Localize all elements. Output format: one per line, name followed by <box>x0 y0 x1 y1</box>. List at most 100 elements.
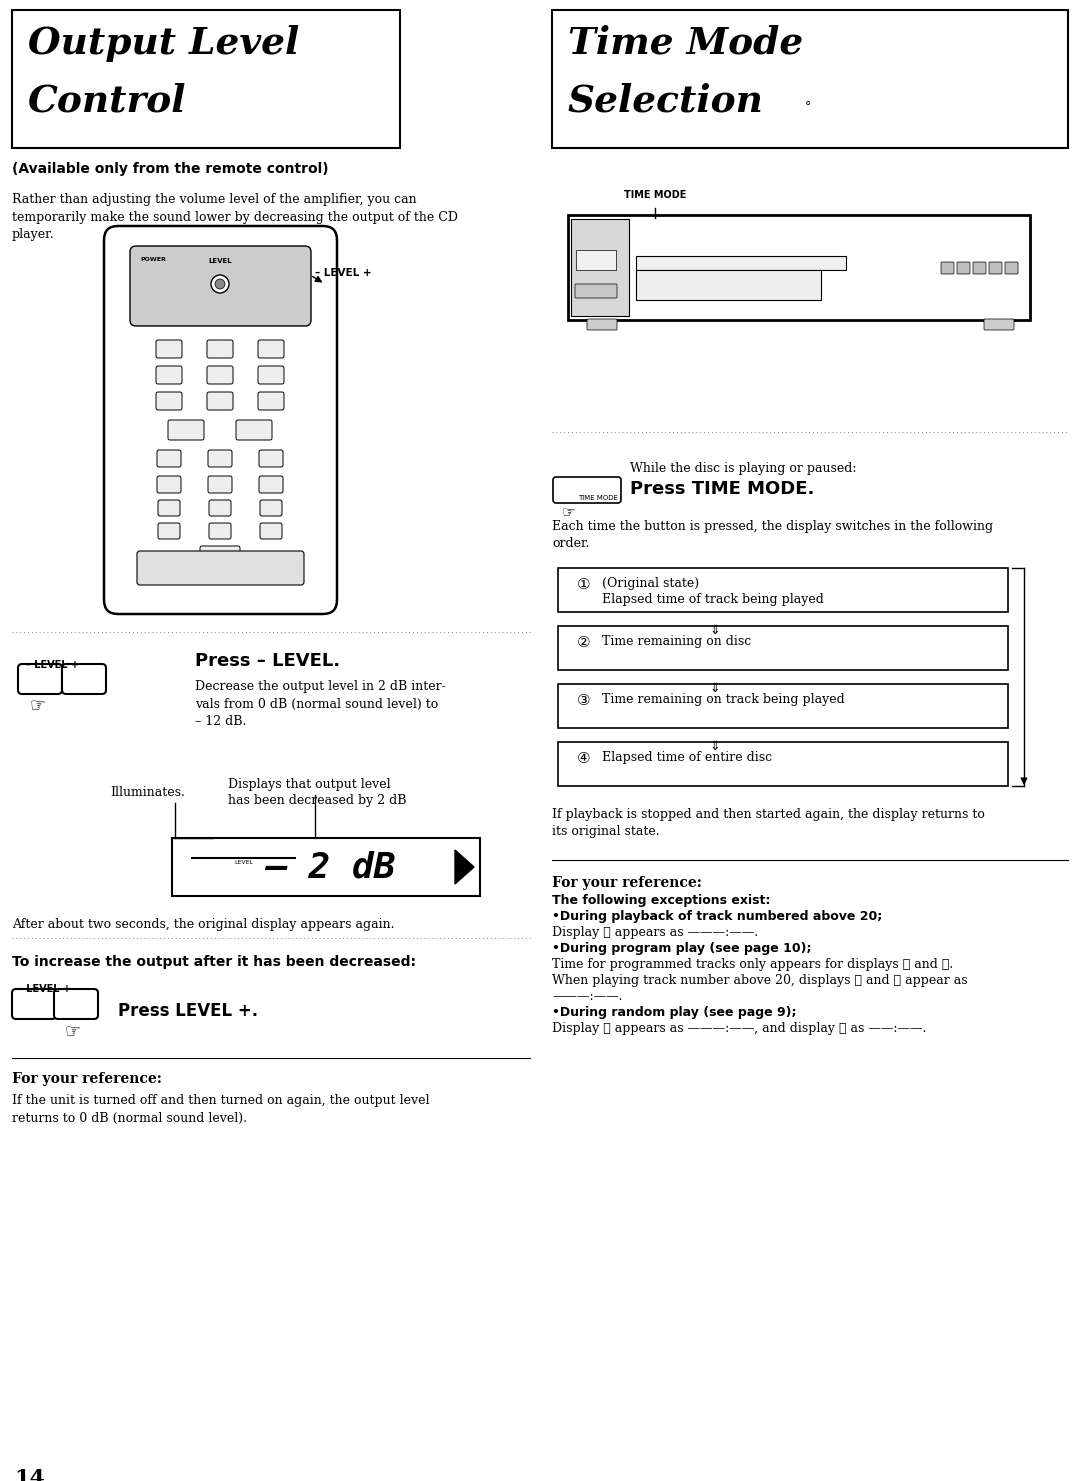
Text: Rather than adjusting the volume level of the amplifier, you can
temporarily mak: Rather than adjusting the volume level o… <box>12 193 458 241</box>
FancyBboxPatch shape <box>558 684 1008 729</box>
FancyBboxPatch shape <box>158 523 180 539</box>
Text: ☞: ☞ <box>65 1022 81 1040</box>
Text: For your reference:: For your reference: <box>552 875 702 890</box>
Text: Press – LEVEL.: Press – LEVEL. <box>195 652 340 669</box>
FancyBboxPatch shape <box>260 523 282 539</box>
FancyBboxPatch shape <box>576 250 616 270</box>
Text: ☞: ☞ <box>562 505 576 520</box>
Text: ②: ② <box>577 635 591 650</box>
FancyBboxPatch shape <box>18 663 62 695</box>
Text: 14: 14 <box>14 1468 45 1481</box>
FancyBboxPatch shape <box>258 366 284 384</box>
Text: When playing track number above 20, displays ② and ③ appear as: When playing track number above 20, disp… <box>552 974 968 986</box>
FancyBboxPatch shape <box>588 318 617 330</box>
FancyBboxPatch shape <box>208 450 232 467</box>
Text: Display ② appears as ———:——, and display ④ as ——:——.: Display ② appears as ———:——, and display… <box>552 1022 927 1035</box>
FancyBboxPatch shape <box>258 392 284 410</box>
FancyBboxPatch shape <box>157 475 181 493</box>
FancyBboxPatch shape <box>207 341 233 358</box>
FancyBboxPatch shape <box>553 477 621 504</box>
FancyBboxPatch shape <box>12 10 400 148</box>
Text: Decrease the output level in 2 dB inter-
vals from 0 dB (normal sound level) to
: Decrease the output level in 2 dB inter-… <box>195 680 446 729</box>
FancyBboxPatch shape <box>575 284 617 298</box>
FancyBboxPatch shape <box>12 989 56 1019</box>
FancyBboxPatch shape <box>636 256 846 270</box>
FancyBboxPatch shape <box>104 227 337 615</box>
Text: TIME MODE: TIME MODE <box>578 495 618 501</box>
FancyBboxPatch shape <box>636 270 821 301</box>
Text: ☞: ☞ <box>30 696 46 714</box>
FancyBboxPatch shape <box>558 569 1008 612</box>
FancyBboxPatch shape <box>989 262 1002 274</box>
FancyBboxPatch shape <box>260 501 282 515</box>
FancyBboxPatch shape <box>558 742 1008 786</box>
FancyBboxPatch shape <box>258 341 284 358</box>
Circle shape <box>211 275 229 293</box>
Text: (Available only from the remote control): (Available only from the remote control) <box>12 161 328 176</box>
Text: – 2 dB: – 2 dB <box>265 850 395 884</box>
FancyBboxPatch shape <box>210 523 231 539</box>
Text: TIME MODE: TIME MODE <box>624 190 686 200</box>
Text: Output Level: Output Level <box>28 25 299 62</box>
FancyBboxPatch shape <box>259 475 283 493</box>
Text: Time Mode: Time Mode <box>568 25 804 62</box>
Text: ⇓: ⇓ <box>710 740 720 752</box>
FancyBboxPatch shape <box>1005 262 1018 274</box>
Polygon shape <box>455 850 474 884</box>
FancyBboxPatch shape <box>237 421 272 440</box>
Text: LEVEL: LEVEL <box>208 258 232 264</box>
Text: Time remaining on track being played: Time remaining on track being played <box>602 693 845 706</box>
Text: •During program play (see page 10);: •During program play (see page 10); <box>552 942 811 955</box>
Text: (Original state)
Elapsed time of track being played: (Original state) Elapsed time of track b… <box>602 578 824 606</box>
Text: After about two seconds, the original display appears again.: After about two seconds, the original di… <box>12 918 394 932</box>
FancyBboxPatch shape <box>552 10 1068 148</box>
Text: The following exceptions exist:: The following exceptions exist: <box>552 895 770 906</box>
FancyBboxPatch shape <box>137 551 303 585</box>
Text: While the disc is playing or paused:: While the disc is playing or paused: <box>630 462 856 475</box>
FancyBboxPatch shape <box>957 262 970 274</box>
FancyBboxPatch shape <box>973 262 986 274</box>
FancyBboxPatch shape <box>157 450 181 467</box>
FancyBboxPatch shape <box>130 246 311 326</box>
FancyBboxPatch shape <box>168 421 204 440</box>
Text: If the unit is turned off and then turned on again, the output level
returns to : If the unit is turned off and then turne… <box>12 1094 430 1124</box>
FancyBboxPatch shape <box>207 392 233 410</box>
FancyBboxPatch shape <box>558 626 1008 669</box>
Text: •During random play (see page 9);: •During random play (see page 9); <box>552 1006 797 1019</box>
FancyBboxPatch shape <box>568 215 1030 320</box>
FancyBboxPatch shape <box>158 501 180 515</box>
Text: ①: ① <box>577 578 591 592</box>
Text: Displays that output level
has been decreased by 2 dB: Displays that output level has been decr… <box>228 778 406 807</box>
Text: Press TIME MODE.: Press TIME MODE. <box>630 480 814 498</box>
Text: POWER: POWER <box>140 258 166 262</box>
Text: ④: ④ <box>577 751 591 766</box>
Text: Elapsed time of entire disc: Elapsed time of entire disc <box>602 751 772 764</box>
Text: Time remaining on disc: Time remaining on disc <box>602 635 752 649</box>
Text: – LEVEL +: – LEVEL + <box>315 268 372 278</box>
Text: Control: Control <box>28 81 187 118</box>
FancyBboxPatch shape <box>156 341 183 358</box>
Text: Illuminates.: Illuminates. <box>110 786 185 800</box>
FancyBboxPatch shape <box>210 501 231 515</box>
Text: ③: ③ <box>577 693 591 708</box>
FancyBboxPatch shape <box>156 392 183 410</box>
Text: Display ③ appears as ———:——.: Display ③ appears as ———:——. <box>552 926 758 939</box>
FancyBboxPatch shape <box>207 366 233 384</box>
FancyBboxPatch shape <box>172 838 480 896</box>
Text: •During playback of track numbered above 20;: •During playback of track numbered above… <box>552 909 882 923</box>
FancyBboxPatch shape <box>984 318 1014 330</box>
Text: Time for programmed tracks only appears for displays ② and ④.: Time for programmed tracks only appears … <box>552 958 954 972</box>
Text: For your reference:: For your reference: <box>12 1072 162 1086</box>
FancyBboxPatch shape <box>62 663 106 695</box>
Text: If playback is stopped and then started again, the display returns to
its origin: If playback is stopped and then started … <box>552 809 985 838</box>
FancyBboxPatch shape <box>941 262 954 274</box>
Text: Each time the button is pressed, the display switches in the following
order.: Each time the button is pressed, the dis… <box>552 520 994 549</box>
FancyBboxPatch shape <box>571 219 629 315</box>
Text: ⇓: ⇓ <box>710 681 720 695</box>
Text: ⇓: ⇓ <box>710 624 720 637</box>
FancyBboxPatch shape <box>200 546 240 564</box>
FancyBboxPatch shape <box>259 450 283 467</box>
FancyBboxPatch shape <box>208 475 232 493</box>
Circle shape <box>215 278 225 289</box>
FancyBboxPatch shape <box>156 366 183 384</box>
